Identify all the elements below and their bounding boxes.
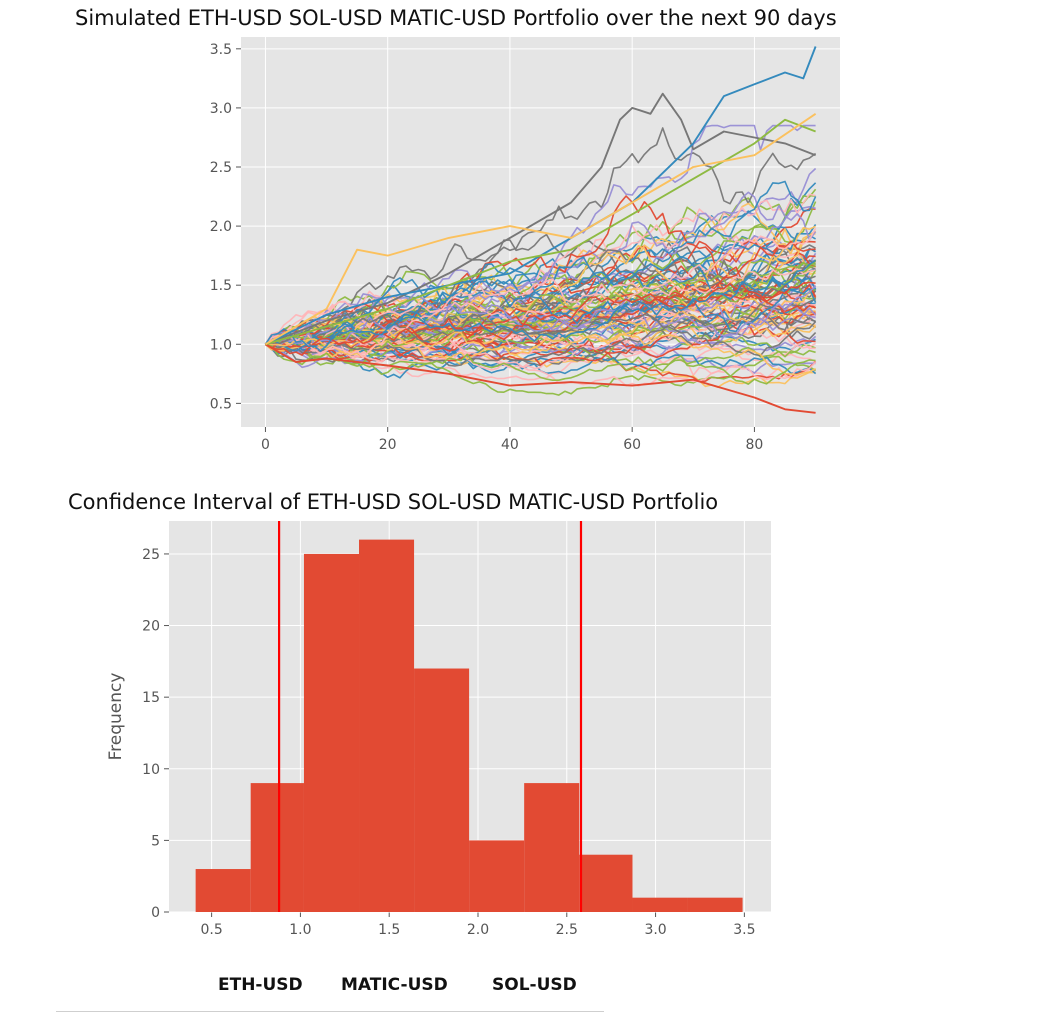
histogram-bar — [195, 869, 251, 912]
simulation-path — [265, 240, 816, 349]
histogram-bar — [414, 668, 470, 912]
highlighted-simulation-path — [265, 118, 816, 346]
histogram-bar — [469, 840, 525, 912]
simulation-path — [264, 320, 816, 370]
simulation-path — [264, 277, 817, 352]
hist-y-tick-label: 25 — [142, 547, 160, 563]
simulation-path — [265, 193, 816, 347]
simulation-path — [265, 281, 816, 356]
line-y-tick-label: 0.5 — [210, 396, 232, 412]
simulation-path — [265, 329, 816, 376]
hist-x-tick-label: 0.5 — [200, 922, 222, 938]
histogram-bar — [579, 854, 633, 912]
line-x-tick-label: 60 — [623, 437, 641, 453]
simulation-path — [264, 255, 817, 351]
hist-y-tick-label: 0 — [151, 905, 160, 921]
simulation-path — [265, 323, 817, 387]
line-y-tick-label: 1.5 — [210, 278, 232, 294]
highlighted-simulation-path — [265, 92, 816, 346]
line-y-tick-label: 3.5 — [210, 42, 232, 58]
hist-y-tick-label: 5 — [151, 833, 160, 849]
line-chart-title: Simulated ETH-USD SOL-USD MATIC-USD Port… — [75, 6, 837, 30]
simulation-path — [264, 268, 816, 359]
simulation-path — [264, 124, 816, 345]
histogram-bar — [359, 539, 415, 912]
histogram-title: Confidence Interval of ETH-USD SOL-USD M… — [68, 490, 719, 514]
line-x-tick-label: 20 — [379, 437, 397, 453]
simulation-path — [264, 259, 817, 352]
table-divider — [56, 1011, 604, 1012]
column-header-matic: MATIC-USD — [341, 975, 448, 995]
line-x-tick-label: 0 — [261, 437, 270, 453]
column-header-sol: SOL-USD — [492, 975, 577, 995]
histogram-bar — [632, 897, 688, 912]
simulation-paths — [264, 124, 817, 396]
simulation-path — [265, 343, 816, 385]
line-y-tick-label: 2.0 — [210, 219, 232, 235]
simulation-path — [265, 224, 817, 350]
hist-y-tick-label: 15 — [142, 690, 160, 706]
histogram-bar — [524, 783, 580, 912]
histogram-bar — [303, 553, 360, 912]
histogram-bar — [250, 783, 304, 912]
line-y-tick-label: 3.0 — [210, 101, 232, 117]
highlighted-simulation-path — [264, 113, 817, 346]
hist-y-tick-label: 10 — [142, 762, 160, 778]
highlighted-simulation-path — [264, 343, 816, 414]
hist-x-tick-label: 3.5 — [733, 922, 755, 938]
hist-x-tick-label: 2.5 — [556, 922, 578, 938]
line-y-tick-label: 2.5 — [210, 160, 232, 176]
column-header-eth: ETH-USD — [218, 975, 303, 995]
hist-x-tick-label: 1.5 — [378, 922, 400, 938]
histogram-bar — [687, 897, 743, 912]
hist-x-tick-label: 2.0 — [467, 922, 489, 938]
simulation-path — [265, 225, 816, 346]
line-chart: 0 20 40 60 80 0.5 1.0 1.5 2.0 2.5 3.0 3.5 — [210, 37, 840, 453]
hist-x-tick-label: 3.0 — [644, 922, 666, 938]
simulation-path — [265, 261, 816, 346]
histogram-y-axis-label: Frequency — [106, 673, 126, 761]
line-x-tick-label: 40 — [501, 437, 519, 453]
simulation-path — [264, 227, 817, 345]
histogram-chart: 0.5 1.0 1.5 2.0 2.5 3.0 3.5 0 5 10 15 20 25 Frequency — [106, 521, 771, 938]
simulation-path — [265, 307, 817, 352]
line-x-tick-label: 80 — [746, 437, 764, 453]
hist-y-tick-label: 20 — [142, 619, 160, 635]
simulation-path — [264, 304, 816, 360]
simulation-path — [265, 312, 817, 367]
line-y-tick-label: 1.0 — [210, 337, 232, 353]
hist-x-tick-label: 1.0 — [289, 922, 311, 938]
simulation-path — [265, 259, 817, 349]
